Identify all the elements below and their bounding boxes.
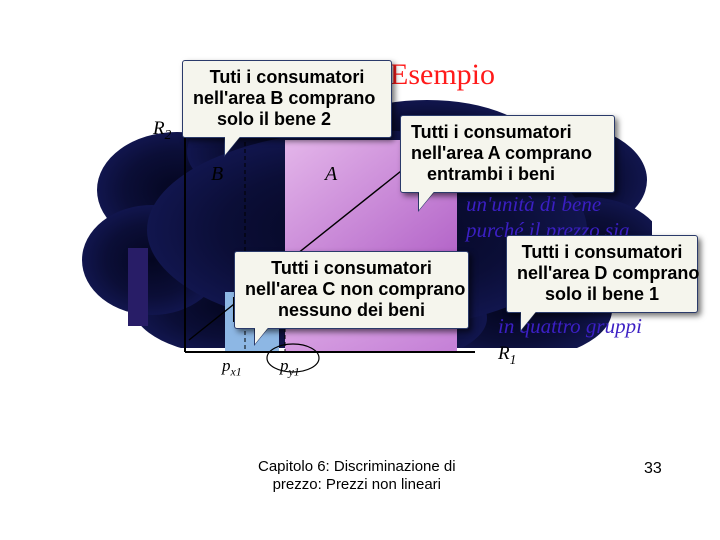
region-B-label: B	[211, 163, 223, 186]
region-A-label: A	[325, 163, 337, 186]
tick-py1: py1	[280, 356, 300, 379]
tick-px1: px1	[222, 356, 242, 379]
callout-B: Tuti i consumatori nell'area B comprano …	[182, 60, 392, 138]
slide-footer: Capitolo 6: Discriminazione di prezzo: P…	[258, 458, 456, 494]
indigo-band	[128, 248, 148, 326]
callout-C: Tutti i consumatori nell'area C non comp…	[234, 251, 469, 329]
page-number: 33	[644, 460, 662, 478]
callout-A: Tutti i consumatori nell'area A comprano…	[400, 115, 615, 193]
axis-R2-label: R2	[153, 118, 171, 143]
axis-R1-label: R1	[498, 343, 516, 368]
callout-D: Tutti i consumatori nell'area D comprano…	[506, 235, 698, 313]
